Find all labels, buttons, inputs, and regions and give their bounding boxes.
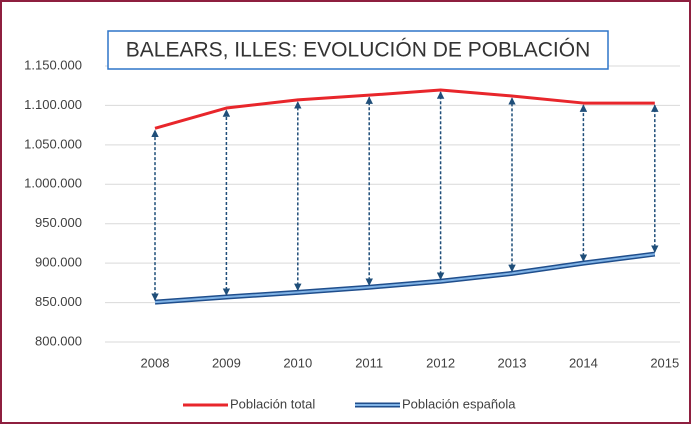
y-tick-label: 950.000 <box>35 215 82 230</box>
y-tick-label: 850.000 <box>35 294 82 309</box>
chart-title: BALEARS, ILLES: EVOLUCIÓN DE POBLACIÓN <box>126 39 591 62</box>
series-line <box>154 253 655 304</box>
x-tick-label: 2010 <box>283 355 312 370</box>
y-tick-label: 1.100.000 <box>24 97 82 112</box>
y-tick-label: 1.000.000 <box>24 176 82 191</box>
legend-label: Población total <box>230 396 315 411</box>
y-tick-label: 1.150.000 <box>24 57 82 72</box>
series-line <box>154 88 655 130</box>
x-tick-label: 2009 <box>212 355 241 370</box>
x-tick-label: 2011 <box>355 355 383 370</box>
x-tick-label: 2008 <box>141 355 170 370</box>
x-tick-label: 2014 <box>569 355 598 370</box>
marks <box>151 88 659 305</box>
y-tick-label: 1.050.000 <box>24 136 82 151</box>
x-tick-label: 2012 <box>426 355 455 370</box>
legend-label: Población española <box>402 396 516 411</box>
y-tick-label: 800.000 <box>35 333 82 348</box>
x-tick-label: 2015 <box>650 355 679 370</box>
x-tick-label: 2013 <box>498 355 527 370</box>
y-tick-label: 900.000 <box>35 255 82 270</box>
title-box <box>107 30 609 70</box>
